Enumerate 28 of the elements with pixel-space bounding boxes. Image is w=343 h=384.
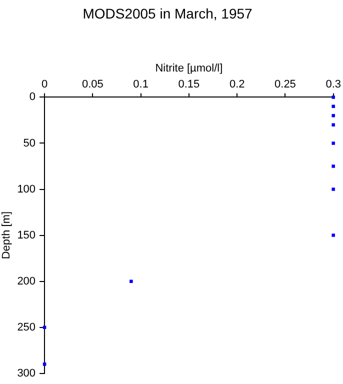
- point: [332, 96, 335, 99]
- point: [42, 362, 46, 366]
- x-axis-title: Nitrite [µmol/l]: [155, 62, 223, 74]
- point: [332, 164, 335, 168]
- y-tick-label: 300: [17, 367, 36, 380]
- point: [332, 142, 335, 145]
- y-tick-label: 50: [23, 137, 36, 150]
- point: [42, 326, 46, 329]
- x-tick-label: 0.15: [178, 78, 200, 91]
- y-tick-label: 250: [17, 321, 36, 334]
- y-tick-label: 150: [17, 229, 36, 242]
- y-axis-title: Depth [m]: [0, 211, 13, 260]
- y-tick-label: 200: [17, 275, 36, 288]
- x-tick-label: 0.2: [229, 78, 245, 91]
- point: [130, 280, 133, 283]
- point: [332, 114, 335, 118]
- y-tick-label: 0: [29, 91, 36, 104]
- x-tick-label: 0.3: [326, 78, 342, 91]
- x-tick-label: 0.25: [274, 78, 296, 91]
- chart-title: MODS2005 in March, 1957: [82, 5, 253, 22]
- point: [332, 234, 335, 237]
- x-tick-label: 0.1: [133, 78, 148, 91]
- x-tick-label: 0: [41, 78, 48, 91]
- point: [332, 104, 335, 108]
- point: [332, 123, 335, 126]
- y-tick-label: 100: [17, 183, 36, 196]
- point: [332, 188, 335, 191]
- x-tick-label: 0.05: [82, 78, 104, 91]
